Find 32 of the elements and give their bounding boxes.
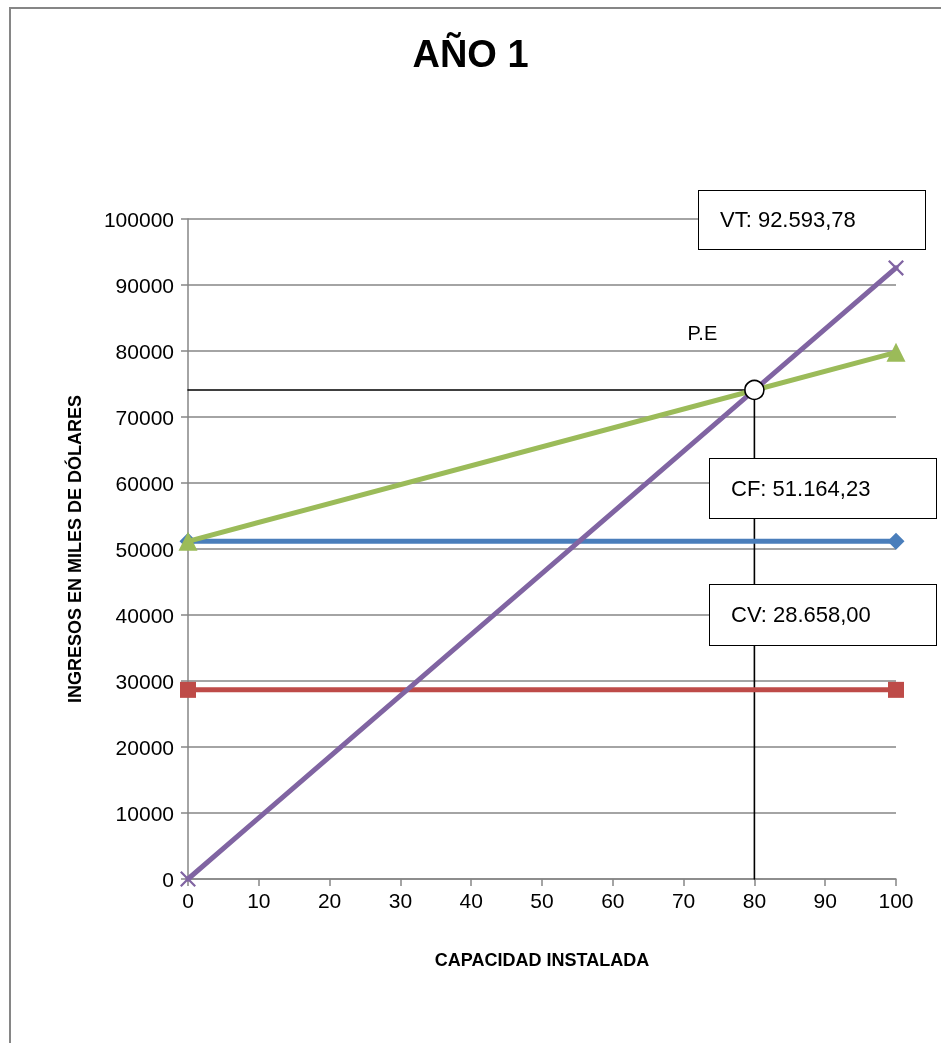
x-tick-label: 10 [247,889,271,912]
x-tick-label: 90 [813,889,837,912]
annotation: P.E [687,321,718,344]
x-tick-label: 70 [671,889,696,912]
y-tick-label: 20000 [115,735,174,759]
x-tick-label: 100 [878,889,914,912]
callout-box: VT: 92.593,78 [698,190,926,250]
annotation: CV: 28.658,00 [731,602,871,627]
x-tick-label: 40 [459,889,483,912]
y-tick-label: 50000 [115,537,174,561]
x-tick-label: 0 [182,889,194,912]
y-tick-label: 10000 [115,801,174,825]
x-axis-title: CAPACIDAD INSTALADA [434,950,650,970]
annotation: CF: 51.164,23 [731,475,871,501]
x-tick-label: 80 [742,889,767,912]
y-tick-label: 70000 [115,405,174,429]
y-tick-label: 0 [162,867,174,891]
chart-title: AÑO 1 [412,32,529,75]
y-tick-label: 80000 [115,339,174,363]
y-tick-label: 40000 [115,603,174,627]
x-tick-label: 30 [388,889,413,912]
callout-box: CF: 51.164,23 [709,458,937,519]
y-axis-title: INGRESOS EN MILES DE DÓLARES [64,394,85,704]
y-tick-label: 30000 [115,669,174,693]
x-tick-label: 60 [601,889,625,912]
x-tick-label: 50 [530,889,554,912]
callout-box: CV: 28.658,00 [709,584,937,646]
x-tick-label: 20 [317,889,342,912]
y-tick-label: 100000 [103,207,174,231]
y-tick-label: 60000 [115,471,174,495]
annotation: VT: 92.593,78 [720,207,856,232]
y-tick-label: 90000 [115,273,174,297]
